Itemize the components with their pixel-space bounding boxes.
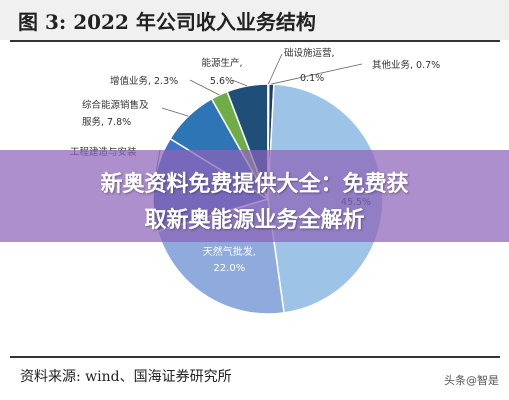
title-bar: 图 3: 2022 年公司收入业务结构 [0,0,509,40]
label-integrated-value: 服务, 7.8% [82,116,131,128]
leader-line-5 [189,79,220,96]
label-wholesale-name: 天然气批发, [203,245,256,258]
label-infra-value: 0.1% [300,73,324,84]
label-energy-value: 5.6% [210,76,234,87]
watermark: 头条@智是 [444,374,499,387]
leader-line-7 [267,53,283,85]
leader-line-4 [161,107,189,117]
overlay-banner: 新奥资料免费提供大全：免费获 取新奥能源业务全解析 [0,150,509,242]
banner-line-2: 取新奥能源业务全解析 [144,208,365,233]
title-rule [10,40,500,42]
label-infra-name: 础设施运营, [284,47,335,59]
source-text: 资料来源: wind、国海证券研究所 [20,369,232,385]
label-value-added: 增值业务, 2.3% [110,75,178,87]
source-rule [10,356,500,358]
leader-line-0 [271,63,363,85]
chart-title: 图 3: 2022 年公司收入业务结构 [18,10,316,34]
label-other: 其他业务, 0.7% [372,59,440,71]
label-wholesale-value: 22.0% [213,263,245,274]
label-energy-name: 能源生产, [201,57,242,69]
label-integrated-name: 综合能源销售及 [82,99,149,111]
banner-line-1: 新奥资料免费提供大全：免费获 [100,172,409,197]
leader-line-6 [231,79,248,87]
